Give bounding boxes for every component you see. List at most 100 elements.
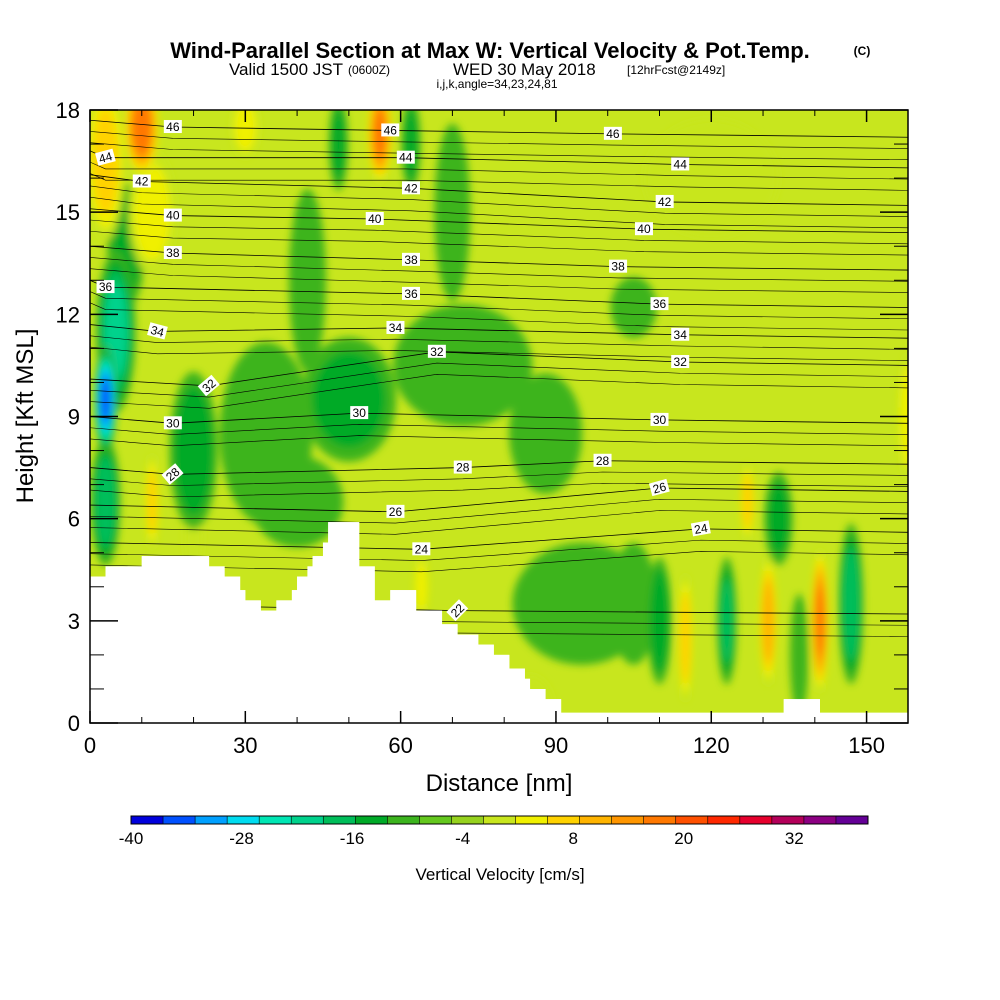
contour-label-text: 36: [653, 297, 667, 311]
contour-label: 38: [163, 246, 182, 260]
colorbar-swatch: [515, 816, 549, 824]
contour-label: 36: [401, 286, 420, 301]
colorbar-swatch: [483, 816, 517, 824]
contour-label: 30: [650, 412, 669, 427]
velocity-cell: [288, 188, 326, 372]
velocity-cell: [680, 592, 691, 684]
colorbar-swatch: [611, 816, 645, 824]
contour-label: 44: [671, 157, 690, 171]
colorbar-swatch: [739, 816, 773, 824]
colorbar-swatch: [643, 816, 677, 824]
contour-label: 34: [386, 320, 405, 335]
theta-contour-line: [90, 471, 908, 486]
subtitle-valid-time: Valid 1500 JST: [229, 60, 343, 79]
colorbar-swatch: [707, 816, 741, 824]
contour-label-text: 34: [389, 321, 403, 335]
colorbar-tick-label: 8: [568, 829, 577, 848]
contour-label: 32: [671, 355, 690, 369]
colorbar-swatch: [355, 816, 388, 824]
y-tick-label: 0: [68, 711, 80, 736]
contour-label: 46: [163, 120, 182, 134]
theta-contour-line: [90, 424, 908, 435]
contour-label: 46: [603, 126, 622, 141]
theta-contour-line: [90, 219, 908, 245]
contour-label-text: 40: [166, 209, 180, 223]
theta-contour-line: [90, 291, 908, 320]
theta-contour-line: [90, 230, 908, 256]
theta-contour-line: [90, 335, 908, 350]
contour-label-text: 24: [415, 542, 429, 556]
colorbar-swatch: [419, 816, 452, 824]
contour-label-text: 28: [456, 461, 470, 475]
subtitle-utc-time: (0600Z): [348, 63, 390, 77]
contour-label: 44: [396, 150, 415, 165]
velocity-cell: [312, 351, 386, 448]
potential-temperature-contours: [90, 119, 908, 637]
x-tick-label: 0: [84, 733, 96, 758]
x-tick-label: 90: [544, 733, 568, 758]
contour-label: 42: [401, 181, 420, 195]
contour-label: 40: [365, 211, 384, 226]
contour-label: 30: [350, 406, 369, 420]
colorbar-swatch: [323, 816, 356, 824]
contour-label: 46: [381, 123, 400, 137]
contour-label: 28: [593, 453, 612, 468]
colorbar-swatch: [227, 816, 260, 824]
contour-label-text: 30: [353, 406, 367, 420]
colorbar-swatch: [131, 816, 164, 824]
contour-label-text: 40: [368, 212, 382, 226]
contour-label-text: 44: [399, 151, 413, 165]
theta-contour-line: [90, 131, 908, 149]
velocity-cell: [644, 119, 779, 238]
colorbar-swatch: [547, 816, 581, 824]
velocity-cell: [434, 123, 471, 301]
theta-contour-line: [90, 161, 908, 180]
contour-label-text: 34: [149, 323, 166, 340]
theta-contour-line: [90, 196, 908, 229]
contour-label: 38: [609, 259, 628, 274]
velocity-cell: [331, 110, 346, 181]
colorbar-tick-label: 32: [785, 829, 804, 848]
velocity-cell: [742, 474, 753, 529]
contour-label-text: 24: [693, 521, 709, 537]
y-tick-label: 12: [56, 302, 80, 327]
contour-label: 34: [671, 327, 690, 342]
colorbar-swatch: [675, 816, 709, 824]
velocity-cell: [790, 593, 809, 716]
velocity-cell: [842, 547, 860, 661]
theta-contour-line: [90, 142, 908, 161]
velocity-cell: [767, 482, 790, 555]
contour-label-text: 36: [404, 287, 418, 301]
contour-label: 26: [386, 504, 405, 519]
velocity-cell: [610, 277, 657, 338]
velocity-cell: [762, 579, 774, 662]
y-tick-label: 3: [68, 609, 80, 634]
contour-label: 30: [163, 416, 182, 430]
copyright-mark: (C): [854, 44, 871, 58]
x-tick-label: 150: [848, 733, 885, 758]
theta-contour-line: [90, 373, 908, 409]
subtitle-indices: i,j,k,angle=34,23,24,81: [436, 77, 557, 91]
velocity-cell: [173, 386, 214, 515]
theta-contour-line: [90, 435, 908, 447]
theta-contour-line: [90, 362, 908, 398]
contour-label-text: 42: [404, 181, 418, 195]
velocity-cell: [649, 568, 670, 674]
contour-label: 34: [147, 322, 168, 340]
subtitle-date: WED 30 May 2018: [453, 60, 596, 79]
colorbar-swatch: [163, 816, 196, 824]
velocity-cell: [720, 579, 734, 663]
theta-contour-line: [90, 539, 908, 561]
x-axis-label: Distance [nm]: [426, 770, 573, 797]
contour-label-text: 38: [611, 260, 625, 274]
contour-label-text: 36: [99, 280, 113, 294]
contour-label-text: 30: [653, 413, 667, 427]
theta-contour-line: [90, 482, 908, 498]
theta-contour-line: [90, 268, 908, 293]
theta-contour-line: [90, 528, 908, 550]
velocity-cell: [132, 110, 152, 154]
